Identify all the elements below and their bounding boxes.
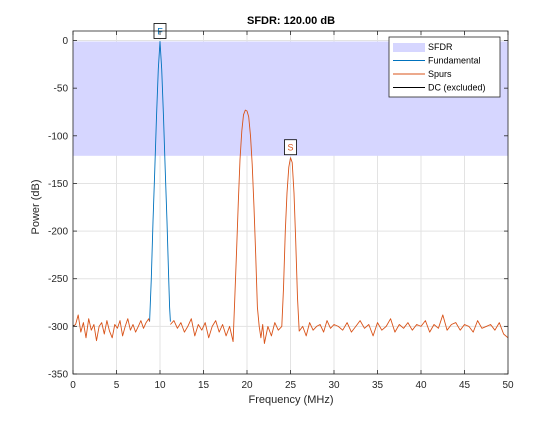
legend-sfdr-label: SFDR xyxy=(428,42,453,52)
x-tick-label: 5 xyxy=(114,380,120,391)
y-tick-label: -200 xyxy=(48,227,68,238)
y-tick-label: -350 xyxy=(48,370,68,381)
y-tick-label: 0 xyxy=(62,36,68,47)
y-tick-label: -50 xyxy=(54,84,69,95)
series-fundamental-line xyxy=(149,41,171,322)
x-tick-label: 0 xyxy=(70,380,76,391)
x-tick-label: 20 xyxy=(241,380,253,391)
y-tick-label: -100 xyxy=(48,131,68,142)
marker-label: S xyxy=(287,143,293,153)
x-axis-label: Frequency (MHz) xyxy=(249,394,334,406)
x-tick-label: 10 xyxy=(154,380,166,391)
x-tick-label: 30 xyxy=(328,380,340,391)
series-spurs-line xyxy=(72,314,151,342)
series-spurs-line xyxy=(170,109,509,344)
x-tick-label: 35 xyxy=(372,380,384,391)
legend-sfdr-swatch xyxy=(393,43,425,52)
x-tick-label: 45 xyxy=(459,380,471,391)
legend-dc-excluded-label: DC (excluded) xyxy=(428,83,486,93)
legend-fundamental-label: Fundamental xyxy=(428,56,481,66)
y-tick-label: -250 xyxy=(48,274,68,285)
x-tick-label: 40 xyxy=(415,380,427,391)
y-tick-label: -150 xyxy=(48,179,68,190)
chart-title: SFDR: 120.00 dB xyxy=(247,15,335,27)
x-tick-label: 25 xyxy=(285,380,297,391)
marker-box xyxy=(284,139,297,156)
x-tick-label: 50 xyxy=(502,380,514,391)
y-tick-label: -300 xyxy=(48,322,68,333)
x-tick-label: 15 xyxy=(198,380,210,391)
y-axis-label: Power (dB) xyxy=(30,179,42,234)
legend-spurs-label: Spurs xyxy=(428,69,452,79)
